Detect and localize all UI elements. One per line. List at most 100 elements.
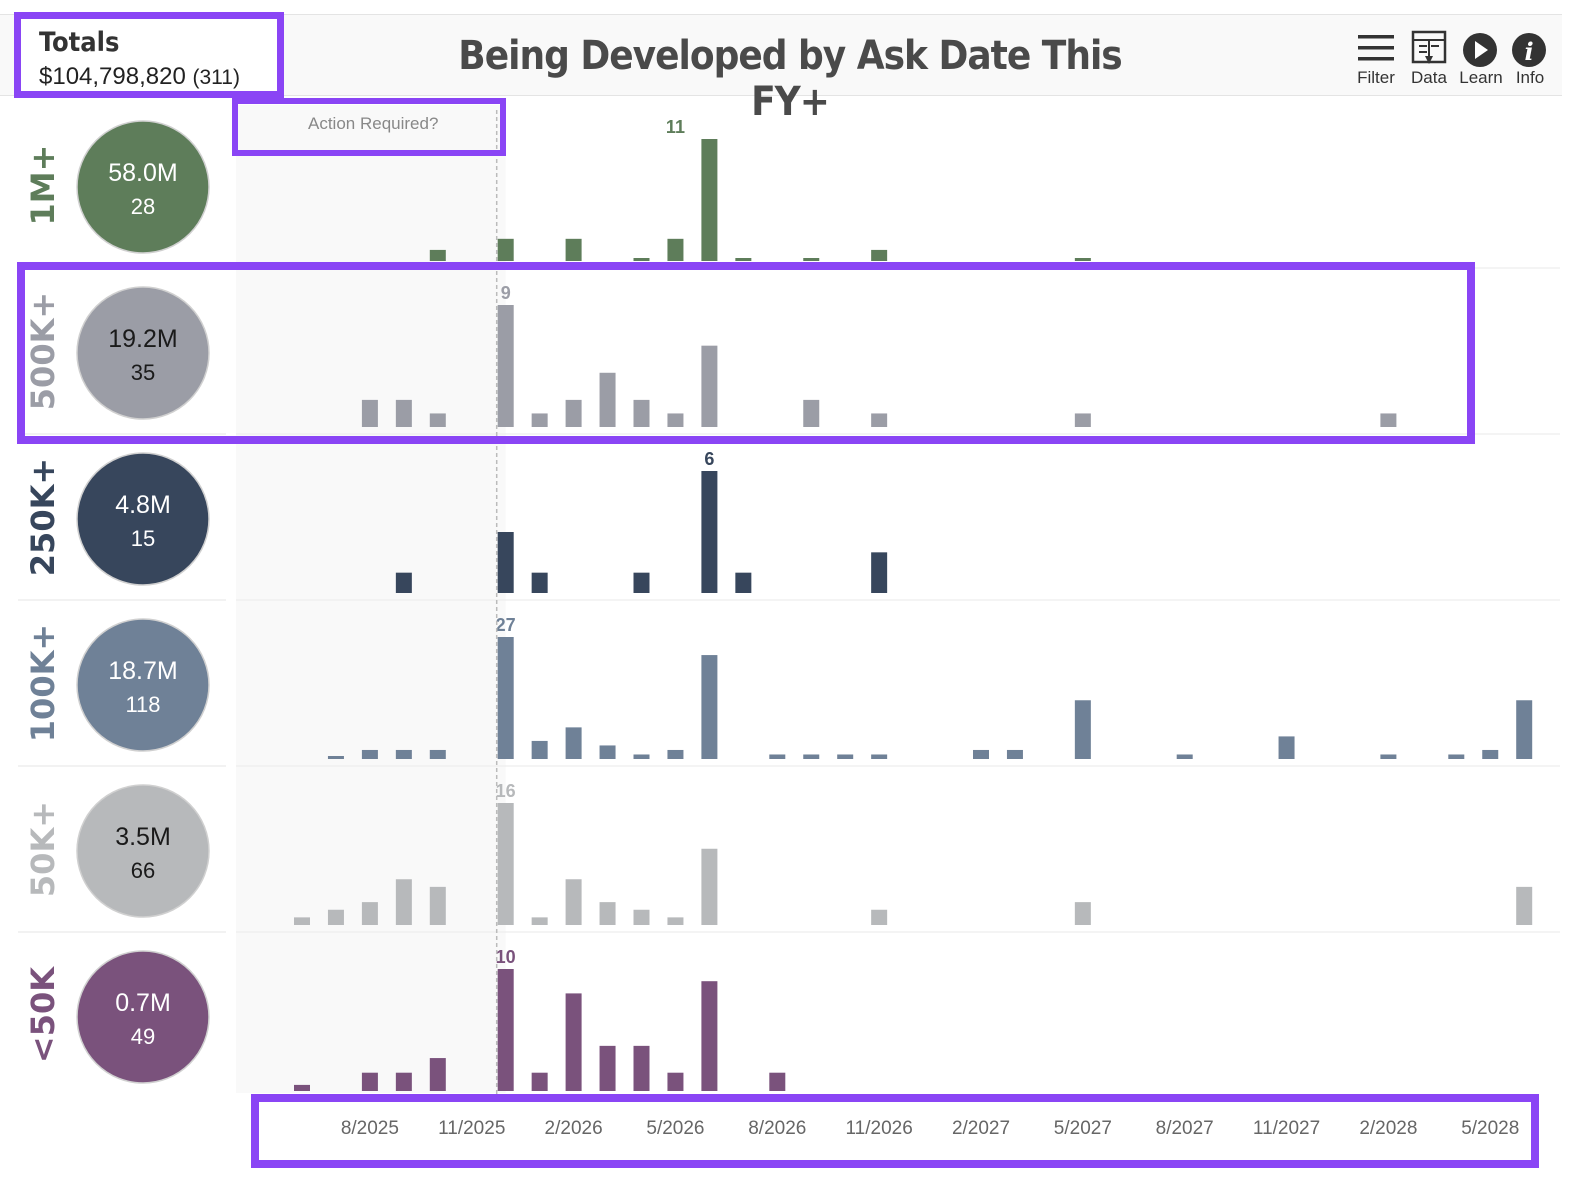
bar [565,727,582,759]
info-circle-icon: i [1512,33,1546,67]
totals-value: $104,798,820 (311) [39,63,240,91]
filter-label: Filter [1357,68,1395,87]
bar [1176,754,1193,759]
info-button[interactable]: i Info [1502,28,1558,92]
data-button[interactable]: Data [1401,28,1457,92]
pre-current-shading [236,105,506,1093]
bar [497,305,514,427]
bar [565,399,582,427]
row-total-0: 58.0M [108,159,177,187]
x-tick-label: 11/2026 [846,1118,913,1139]
row-label-2: 250K+ [24,458,62,576]
bar [565,879,582,925]
row-total-2: 4.8M [115,491,171,519]
bar [294,917,310,925]
bar [633,572,650,593]
bar [1380,754,1397,759]
bar [871,754,888,759]
bar [701,981,718,1091]
bar [497,969,514,1091]
totals-count: (311) [192,66,240,89]
row-label-0: 1M+ [24,145,62,226]
x-tick-label: 8/2026 [748,1118,806,1139]
bar [531,413,548,427]
bar [1074,413,1091,427]
bar [429,413,446,427]
bar [565,993,582,1091]
peak-label-2: 6 [704,449,714,469]
bar [429,886,446,925]
row-label-3: 100K+ [24,624,62,742]
bar [531,1072,548,1091]
bar [871,909,888,925]
bar [633,399,650,427]
bar [633,1045,650,1091]
bar [1074,258,1091,261]
bar [633,258,650,261]
row-circle-2 [76,452,210,586]
row-circle-1 [76,286,210,420]
bar [361,1072,378,1091]
bar [667,238,684,261]
x-tick-label: 5/2027 [1054,1118,1112,1139]
bar [1482,749,1499,759]
filter-button[interactable]: Filter [1348,28,1404,92]
row-label-1: 500K+ [24,292,62,410]
data-label: Data [1411,68,1447,87]
row-count-2: 15 [131,526,155,551]
bar [327,909,344,925]
bar [871,552,888,593]
row-circle-0 [76,120,210,254]
bar [871,249,888,261]
bar [1074,902,1091,925]
x-tick-label: 11/2027 [1253,1118,1320,1139]
bar [803,258,820,261]
bar [667,413,684,427]
row-total-1: 19.2M [108,325,177,353]
bar [1516,700,1533,759]
row-label-4: 50K+ [24,801,62,897]
x-tick-label: 5/2026 [646,1118,704,1139]
bar [701,848,718,925]
row-count-3: 118 [125,692,160,717]
bar [667,1072,684,1091]
bar [497,803,514,925]
bar [973,749,989,759]
bar [395,572,412,593]
x-tick-label: 5/2028 [1461,1118,1519,1139]
row-count-0: 28 [131,194,155,219]
bar [735,572,752,593]
play-circle-icon [1463,33,1497,67]
bar [497,238,514,261]
bar [361,749,378,759]
bar [531,740,548,759]
bar [1278,736,1295,759]
bar [531,917,548,925]
action-required-filter[interactable]: Action Required? [232,98,506,156]
row-circle-5 [76,950,210,1084]
bar [701,655,718,759]
x-tick-label: 2/2027 [952,1118,1010,1139]
bar [497,637,514,759]
bar [599,372,616,427]
bar [735,258,752,261]
bar [599,745,616,759]
bar [1448,754,1465,759]
row-count-5: 49 [131,1024,155,1049]
row-count-1: 35 [131,360,155,385]
bar [395,879,412,925]
bar [429,249,446,261]
peak-label-4: 16 [496,781,516,801]
action-required-label: Action Required? [308,114,439,133]
bar [1380,413,1397,427]
bar [701,139,718,261]
peak-label-1: 9 [501,283,511,303]
bar [395,749,412,759]
bar [633,754,650,759]
learn-button[interactable]: Learn [1453,28,1509,92]
bar [565,238,582,261]
bar [361,399,378,427]
bar [327,756,344,759]
bar [361,902,378,925]
